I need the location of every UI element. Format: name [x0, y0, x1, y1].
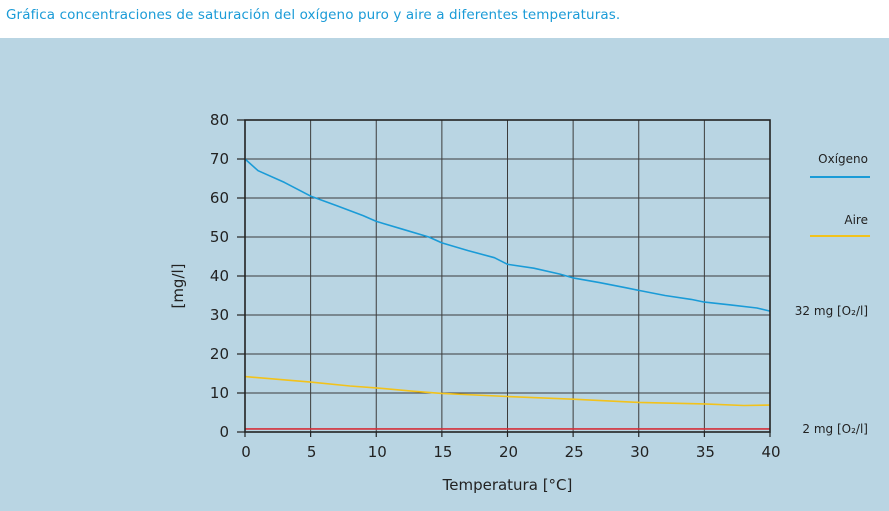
chart-legend: Oxígeno Aire — [810, 152, 870, 237]
x-tick-label: 25 — [565, 443, 584, 461]
x-tick-label: 5 — [307, 443, 317, 461]
x-tick-label: 40 — [761, 443, 780, 461]
x-tick-label: 35 — [696, 443, 715, 461]
annotation-label: 32 mg [O₂/l] — [795, 304, 868, 318]
chart-grid — [245, 120, 770, 432]
y-tick-label: 10 — [210, 384, 229, 402]
legend-label: Aire — [844, 213, 868, 227]
y-axis-label: [mg/l] — [169, 263, 187, 308]
y-tick-label: 50 — [210, 228, 229, 246]
x-tick-label: 0 — [241, 443, 251, 461]
x-tick-label: 10 — [368, 443, 387, 461]
y-tick-label: 20 — [210, 345, 229, 363]
annotation-label: 2 mg [O₂/l] — [802, 422, 868, 436]
y-tick-label: 70 — [210, 150, 229, 168]
x-tick-label: 20 — [499, 443, 518, 461]
chart-annotations: 32 mg [O₂/l] 2 mg [O₂/l] — [795, 304, 868, 436]
y-tick-label: 0 — [219, 423, 229, 441]
chart-ticks: 0 5 10 15 20 25 30 35 40 0 10 20 30 40 50 60 70 80 — [210, 111, 781, 461]
series-line-1 — [244, 375, 771, 407]
series-line-0 — [244, 158, 771, 312]
chart-caption: Gráfica concentraciones de saturación de… — [6, 7, 621, 23]
y-tick-label: 60 — [210, 189, 229, 207]
chart-series — [244, 158, 771, 430]
y-tick-label: 30 — [210, 306, 229, 324]
legend-label: Oxígeno — [818, 152, 868, 166]
x-tick-label: 15 — [433, 443, 452, 461]
y-tick-label: 40 — [210, 267, 229, 285]
x-tick-label: 30 — [630, 443, 649, 461]
x-axis-label: Temperatura [°C] — [442, 476, 573, 494]
y-tick-label: 80 — [210, 111, 229, 129]
